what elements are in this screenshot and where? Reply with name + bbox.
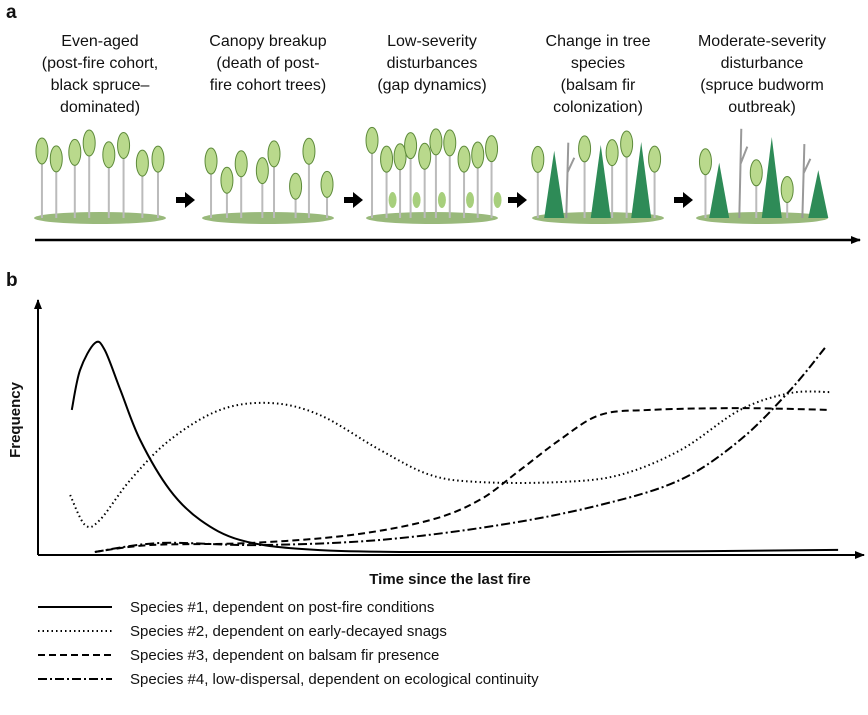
crown — [393, 143, 407, 171]
sapling — [388, 192, 397, 208]
sapling — [466, 192, 475, 208]
legend-label: Species #3, dependent on balsam fir pres… — [130, 647, 439, 664]
y-axis-label: Frequency — [7, 381, 24, 458]
crown — [82, 129, 96, 157]
series-line — [94, 407, 830, 553]
fir-tree — [544, 150, 565, 218]
crown — [35, 137, 49, 165]
stage-label: dominated) — [60, 99, 140, 116]
stage-label: (gap dynamics) — [377, 77, 486, 94]
forest-illustration — [531, 130, 664, 224]
stage-arrow — [344, 192, 363, 208]
crown — [135, 149, 149, 177]
fir-tree — [631, 142, 652, 218]
sapling — [437, 192, 446, 208]
snag — [565, 142, 576, 219]
crown — [485, 135, 499, 163]
crown — [117, 131, 131, 159]
stage-label: (balsam fir — [561, 77, 636, 94]
fir-tree — [709, 162, 730, 218]
crown — [404, 132, 418, 160]
panel-b: b Frequency Time since the last fire Spe… — [6, 270, 865, 688]
crown — [471, 141, 485, 169]
snag — [801, 144, 812, 219]
crown — [380, 145, 394, 173]
sapling — [493, 192, 502, 208]
crown — [698, 148, 712, 176]
stage-arrow — [176, 192, 195, 208]
legend-label: Species #2, dependent on early-decayed s… — [130, 623, 447, 640]
stage-label: species — [571, 55, 625, 72]
legend-label: Species #4, low-dispersal, dependent on … — [130, 671, 539, 688]
crown — [605, 139, 619, 167]
stage-label: Moderate-severity — [698, 33, 826, 50]
crown — [749, 159, 763, 187]
crown — [418, 142, 432, 170]
stage-label: Even-aged — [61, 33, 138, 50]
stage-label: fire cohort trees) — [210, 77, 326, 94]
stage-label: Low-severity — [387, 33, 477, 50]
crown — [267, 140, 281, 168]
panel-label: a — [6, 2, 17, 23]
x-axis-label: Time since the last fire — [369, 571, 530, 588]
crown — [429, 128, 443, 156]
ground — [34, 212, 166, 224]
snag — [738, 128, 749, 219]
crown — [49, 145, 63, 173]
crown — [780, 176, 794, 204]
crown — [365, 126, 379, 154]
stage-label: disturbances — [387, 55, 478, 72]
series-line — [69, 390, 830, 529]
stage-label: black spruce– — [51, 77, 150, 94]
stage-label: outbreak) — [728, 99, 796, 116]
panel-a: a Even-aged (post-fire cohort, black spruc… — [6, 2, 861, 244]
crown — [443, 129, 457, 157]
panel-label: b — [6, 270, 18, 291]
crown — [255, 157, 269, 185]
crown — [289, 172, 303, 200]
stage-label: Change in tree — [546, 33, 651, 50]
crown — [620, 130, 634, 158]
forest-illustration — [34, 129, 166, 224]
crown — [68, 138, 82, 166]
stage-label: colonization) — [553, 99, 643, 116]
crown — [220, 166, 234, 194]
crown — [302, 137, 316, 165]
crown — [457, 145, 471, 173]
crown — [648, 145, 662, 173]
stage-label: disturbance — [721, 55, 804, 72]
series-line — [94, 347, 826, 553]
stage-label: Canopy breakup — [209, 33, 327, 50]
crown — [578, 135, 592, 163]
forest-illustration — [365, 126, 502, 224]
sapling — [412, 192, 421, 208]
fir-tree — [590, 144, 611, 218]
ground — [202, 212, 334, 224]
stage-label: (post-fire cohort, — [42, 55, 158, 72]
crown — [204, 147, 218, 175]
forest-illustration — [202, 137, 334, 224]
fir-tree — [808, 170, 829, 218]
legend-label: Species #1, dependent on post-fire condi… — [130, 599, 434, 616]
fir-tree — [761, 136, 782, 218]
forest-illustration — [696, 128, 829, 224]
series-line — [70, 340, 839, 554]
stage-arrow — [674, 192, 693, 208]
crown — [102, 141, 116, 169]
stage-arrow — [508, 192, 527, 208]
crown — [151, 145, 165, 173]
crown — [234, 150, 248, 178]
stage-label: (death of post- — [216, 55, 319, 72]
crown — [320, 170, 334, 198]
crown — [531, 145, 545, 173]
stage-label: (spruce budworm — [700, 77, 824, 94]
